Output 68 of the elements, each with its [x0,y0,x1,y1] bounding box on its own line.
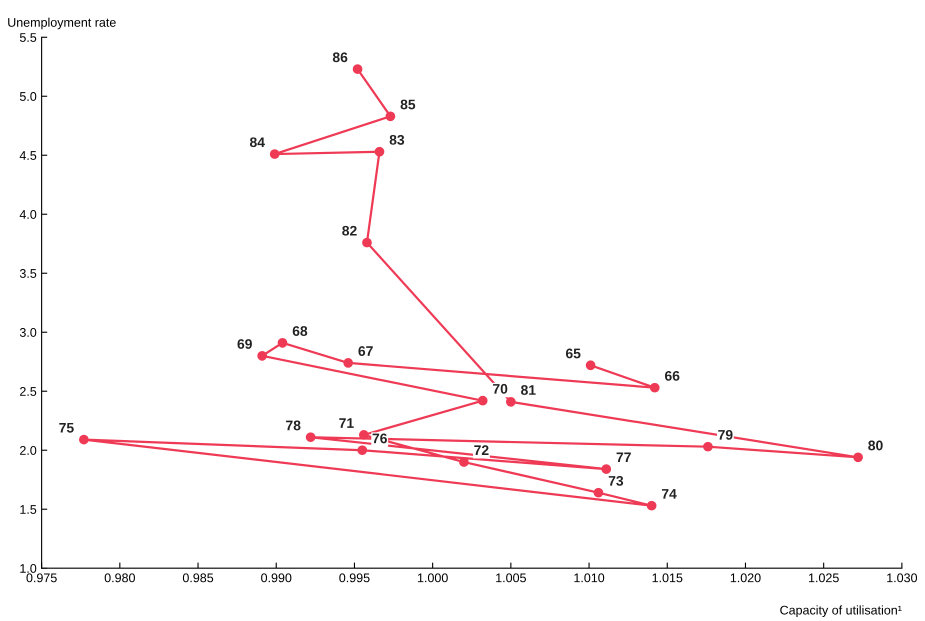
annotation: 76 [372,433,387,444]
x-tick-label: 1.015 [652,573,682,582]
point [357,445,368,456]
point [506,396,516,407]
annotation: 80 [868,440,883,450]
annotation: 77 [616,452,631,462]
annotation: 84 [250,137,265,148]
point [650,382,660,393]
x-tick-label: 1.025 [808,573,839,582]
annotation: 78 [286,420,300,430]
annotation: 71 [339,418,354,428]
x-tick-label: 1.020 [730,573,761,582]
y-tick-label: 2.0 [20,446,36,455]
x-tick-label: 1.010 [574,573,604,582]
x-tick-label: 0.985 [182,573,214,582]
y-tick-label: 5.5 [20,33,36,42]
annotation: 69 [238,339,252,349]
annotation: 72 [474,445,489,455]
annotation: 83 [390,134,404,145]
point [362,238,372,248]
point [853,452,863,462]
x-tick-label: 0.995 [339,573,370,582]
annotation: 75 [59,423,74,433]
annotation: 70 [493,384,508,394]
annotation: 73 [608,476,624,486]
annotation: 67 [358,346,373,356]
x-tick-label: 1.000 [418,573,448,582]
point [601,464,612,474]
x-tick-label: 1.030 [887,573,918,582]
y-tick-label: 2.5 [20,387,36,396]
annotation: 86 [332,52,348,62]
point [703,442,713,452]
point [459,457,469,467]
x-tick-label: 0.980 [104,573,135,582]
y-tick-label: 4.0 [20,210,36,219]
annotation: 74 [662,489,677,499]
point [374,146,384,157]
point [343,358,354,368]
y-axis-title: Unemployment rate [8,18,116,30]
point [646,500,656,511]
annotation: 68 [292,326,308,336]
y-tick-label: 5.0 [20,92,36,101]
point [386,111,396,122]
y-tick-label: 4.5 [20,151,36,160]
point [306,432,316,442]
point [257,350,268,361]
annotation: 66 [664,370,680,381]
x-tick-label: 0.975 [26,573,57,582]
annotation: 81 [521,385,536,395]
y-tick-label: 3.0 [20,328,36,337]
point [278,338,288,348]
annotation: 65 [566,348,581,358]
x-tick-label: 1.005 [496,573,526,582]
point [78,434,89,444]
point [270,149,280,159]
x-tick-label: 0.990 [261,573,292,582]
y-tick-label: 3.5 [20,269,36,278]
annotation: 79 [718,430,733,440]
point [478,396,488,406]
y-tick-label: 1.5 [20,505,36,514]
point [358,430,369,440]
x-axis-title: Capacity of utilisation¹ [780,605,902,618]
annotation: 85 [400,100,416,110]
point [594,488,604,498]
annotation: 82 [342,226,357,236]
point [586,360,596,370]
y-tick-label: 1.0 [20,564,36,573]
point [352,64,362,74]
